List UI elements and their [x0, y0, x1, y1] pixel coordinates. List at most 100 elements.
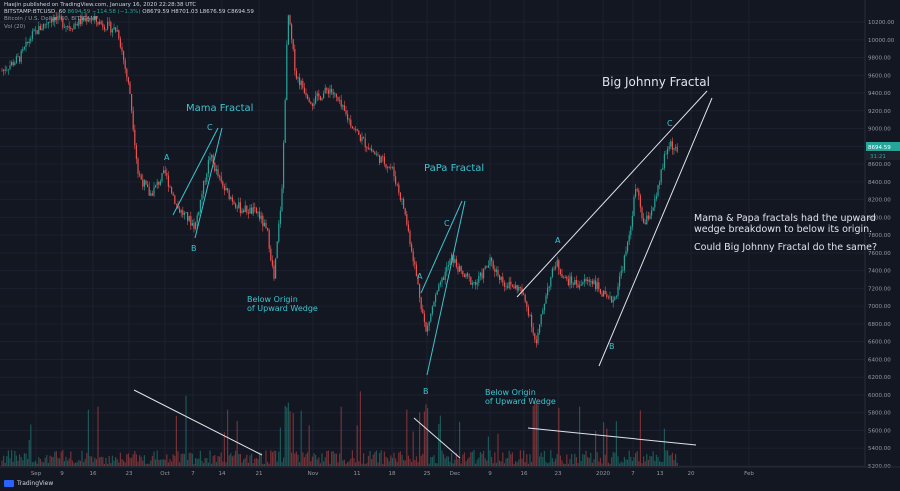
candle-body [588, 279, 590, 282]
volume-bar [427, 408, 429, 466]
volume-bar [356, 425, 358, 466]
candle-body [78, 18, 80, 26]
volume-bar [407, 455, 409, 466]
volume-bar [361, 463, 363, 466]
current-price-tag [866, 142, 900, 151]
candle-body [438, 284, 440, 292]
candle-body [399, 192, 401, 200]
candle-body [459, 266, 461, 272]
price-tick-label: 7200.00 [868, 286, 891, 292]
volume-bar [143, 455, 145, 466]
candle-body [579, 285, 581, 288]
volume-bar [582, 454, 584, 466]
candle-body [175, 203, 177, 205]
volume-bar [483, 450, 485, 466]
volume-bar [249, 455, 251, 466]
candle-body [79, 18, 81, 24]
candle-body [188, 216, 190, 221]
candle-body [425, 322, 427, 332]
candle-body [668, 146, 670, 149]
candle-body [135, 145, 137, 159]
volume-bar [127, 453, 129, 466]
volume-bar [462, 454, 464, 466]
candle-body [263, 222, 265, 227]
volume-bar [601, 463, 603, 466]
candle-body [439, 282, 441, 285]
candle-body [380, 156, 382, 163]
candle-body [500, 276, 502, 280]
volume-bar [9, 458, 11, 466]
volume-bar [526, 454, 528, 466]
candle-body [636, 189, 638, 191]
big-johnny-point-a: A [555, 236, 561, 245]
volume-bar [627, 459, 629, 466]
volume-bar [619, 463, 621, 466]
volume-bar [193, 463, 195, 466]
volume-bar [391, 457, 393, 466]
candle-body [270, 248, 272, 261]
volume-bar [532, 406, 534, 466]
candle-body [443, 277, 445, 280]
volume-bar [660, 462, 662, 466]
candle-body [539, 324, 541, 333]
volume-bar [359, 391, 361, 466]
volume-bar [65, 456, 67, 466]
volume-bar [135, 454, 137, 466]
volume-bar [54, 451, 56, 466]
candle-body [254, 207, 256, 209]
tradingview-brand[interactable]: TradingView [4, 480, 53, 487]
candle-body [476, 282, 478, 285]
volume-bar [611, 457, 613, 466]
candle-body [596, 282, 598, 290]
candle-body [617, 286, 619, 296]
candle-body [607, 296, 609, 298]
candle-body [319, 96, 321, 100]
volume-bar [287, 402, 289, 466]
candle-body [129, 82, 131, 95]
volume-bar [675, 453, 677, 466]
volume-bar [44, 457, 46, 466]
price-tick-label: 6600.00 [868, 340, 891, 346]
volume-bar [593, 459, 595, 466]
volume-bar [222, 461, 224, 466]
candle-body [532, 327, 534, 334]
candle-body [582, 282, 584, 285]
candle-body [271, 260, 273, 266]
candle-body [388, 167, 390, 168]
volume-bar [300, 410, 302, 466]
volume-bar [91, 456, 93, 466]
volume-bar [116, 459, 118, 466]
candle-body [652, 207, 654, 211]
price-tick-label: 9600.00 [868, 73, 891, 79]
volume-bar [673, 460, 675, 466]
candle-body [47, 22, 49, 24]
origin-label-1: Below Origin of Upward Wedge [247, 295, 318, 313]
volume-bar [540, 452, 542, 466]
candle-body [203, 180, 205, 195]
volume-bar [647, 459, 649, 466]
candle-body [475, 282, 477, 285]
candle-body [463, 274, 465, 278]
time-axis[interactable]: Sep 9 16 23 Oct 7 14 21 Nov 11 18 25 Dec 9 16 23 2020 7 13… [0, 466, 900, 477]
volume-bar [102, 457, 104, 466]
volume-bar [446, 456, 448, 466]
volume-bar [587, 457, 589, 466]
candle-body [161, 173, 163, 182]
volume-bar [404, 460, 406, 466]
candle-body [316, 93, 318, 97]
candle-body [156, 181, 158, 185]
volume-bar [428, 463, 430, 466]
volume-bar [567, 463, 569, 466]
papa-point-b: B [423, 387, 429, 396]
volume-bar [228, 455, 230, 466]
big-johnny-point-b: B [609, 342, 615, 351]
volume-bar [55, 451, 57, 466]
candle-body [148, 187, 150, 196]
volume-bar [4, 462, 6, 466]
volume-bar [131, 457, 133, 466]
volume-bar [585, 450, 587, 466]
volume-bar [548, 462, 550, 466]
price-tick-label: 5400.00 [868, 446, 891, 452]
volume-bar [654, 460, 656, 466]
